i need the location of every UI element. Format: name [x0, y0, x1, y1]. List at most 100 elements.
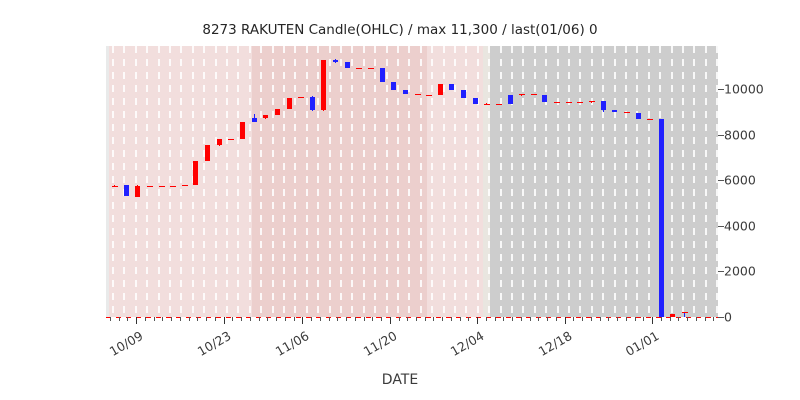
x-tick-minor: [399, 317, 400, 321]
x-tick-minor: [206, 317, 207, 321]
x-tick-minor: [600, 317, 601, 321]
x-tick-minor: [285, 317, 286, 321]
candle-body: [507, 94, 513, 105]
candle-flat: [577, 102, 584, 103]
background-band-2: [252, 46, 427, 317]
candle-body: [286, 98, 292, 109]
x-tick-minor: [119, 317, 120, 321]
candle-body: [472, 98, 478, 105]
x-tick-minor: [442, 317, 443, 321]
background-band-1: [109, 46, 252, 317]
y-tick-label: 2000: [724, 263, 756, 279]
candle-flat: [623, 112, 630, 113]
x-tick-label: 12/04: [447, 328, 487, 360]
x-tick-major: [224, 317, 225, 324]
candle-body: [239, 122, 245, 140]
candle-flat: [298, 97, 305, 98]
candle-body: [309, 97, 315, 110]
x-tick-minor: [643, 317, 644, 321]
plot-area: [106, 46, 718, 317]
candle-flat: [170, 186, 177, 187]
candle-flat: [495, 104, 502, 105]
x-tick-minor: [189, 317, 190, 321]
x-tick-minor: [110, 317, 111, 321]
y-tick-mark: [718, 225, 724, 227]
candle-flat: [158, 186, 165, 187]
y-tick-label: 0: [724, 309, 732, 325]
candle-body: [379, 67, 385, 83]
x-tick-minor: [591, 317, 592, 321]
x-tick-minor: [337, 317, 338, 321]
x-tick-minor: [547, 317, 548, 321]
candle-body: [251, 117, 257, 123]
zero-baseline: [106, 317, 718, 318]
x-tick-minor: [145, 317, 146, 321]
candle-flat: [228, 139, 235, 140]
x-tick-minor: [416, 317, 417, 321]
background-band-4: [483, 46, 490, 317]
x-tick-major: [477, 317, 478, 324]
x-tick-minor: [608, 317, 609, 321]
x-tick-minor: [320, 317, 321, 321]
x-tick-major: [302, 317, 303, 324]
x-tick-minor: [433, 317, 434, 321]
candle-flat: [356, 68, 363, 69]
candle-flat: [519, 94, 526, 95]
candle-flat: [484, 104, 491, 105]
y-tick-mark: [718, 317, 724, 318]
x-tick-label: 10/09: [107, 328, 146, 360]
x-tick-minor: [530, 317, 531, 321]
candle-body: [263, 115, 269, 118]
candle-body: [135, 186, 141, 198]
x-tick-minor: [556, 317, 557, 321]
candle-body: [321, 59, 327, 110]
candle-body: [600, 100, 606, 110]
candle-flat: [414, 94, 421, 95]
candle-body: [216, 139, 222, 146]
x-tick-minor: [696, 317, 697, 321]
x-tick-minor: [407, 317, 408, 321]
x-tick-minor: [687, 317, 688, 321]
candle-flat: [367, 68, 374, 69]
x-tick-minor: [460, 317, 461, 321]
candle-body: [449, 83, 455, 91]
y-tick-mark: [718, 134, 724, 136]
x-tick-minor: [661, 317, 662, 321]
x-axis-title: DATE: [381, 372, 419, 388]
candle-wick: [684, 312, 686, 317]
x-tick-minor: [713, 317, 714, 321]
candle-body: [658, 118, 664, 317]
candle-body: [461, 90, 467, 99]
x-tick-minor: [705, 317, 706, 321]
background-band-3: [427, 46, 483, 317]
candle-body: [123, 184, 129, 197]
x-tick-minor: [512, 317, 513, 321]
x-tick-major: [565, 317, 566, 324]
x-tick-minor: [197, 317, 198, 321]
candle-body: [193, 161, 199, 185]
x-tick-minor: [486, 317, 487, 321]
page-title: 8273 RAKUTEN Candle(OHLC) / max 11,300 /…: [202, 22, 598, 38]
candle-flat: [146, 186, 153, 187]
candle-flat: [589, 101, 596, 102]
x-tick-minor: [355, 317, 356, 321]
x-tick-minor: [171, 317, 172, 321]
x-tick-minor: [468, 317, 469, 321]
x-tick-minor: [127, 317, 128, 321]
candle-flat: [181, 185, 188, 186]
x-tick-minor: [521, 317, 522, 321]
y-tick-mark: [718, 89, 724, 91]
candle-body: [670, 313, 676, 317]
candle-wick: [114, 184, 115, 187]
x-tick-minor: [180, 317, 181, 321]
background-band-5: [490, 46, 718, 317]
x-tick-minor: [451, 317, 452, 321]
x-tick-minor: [241, 317, 242, 321]
x-tick-minor: [215, 317, 216, 321]
x-tick-minor: [503, 317, 504, 321]
candle-body: [402, 90, 408, 94]
x-tick-minor: [162, 317, 163, 321]
x-tick-label: 10/23: [194, 328, 234, 360]
background-band-0: [106, 46, 109, 317]
candle-flat: [530, 94, 537, 95]
